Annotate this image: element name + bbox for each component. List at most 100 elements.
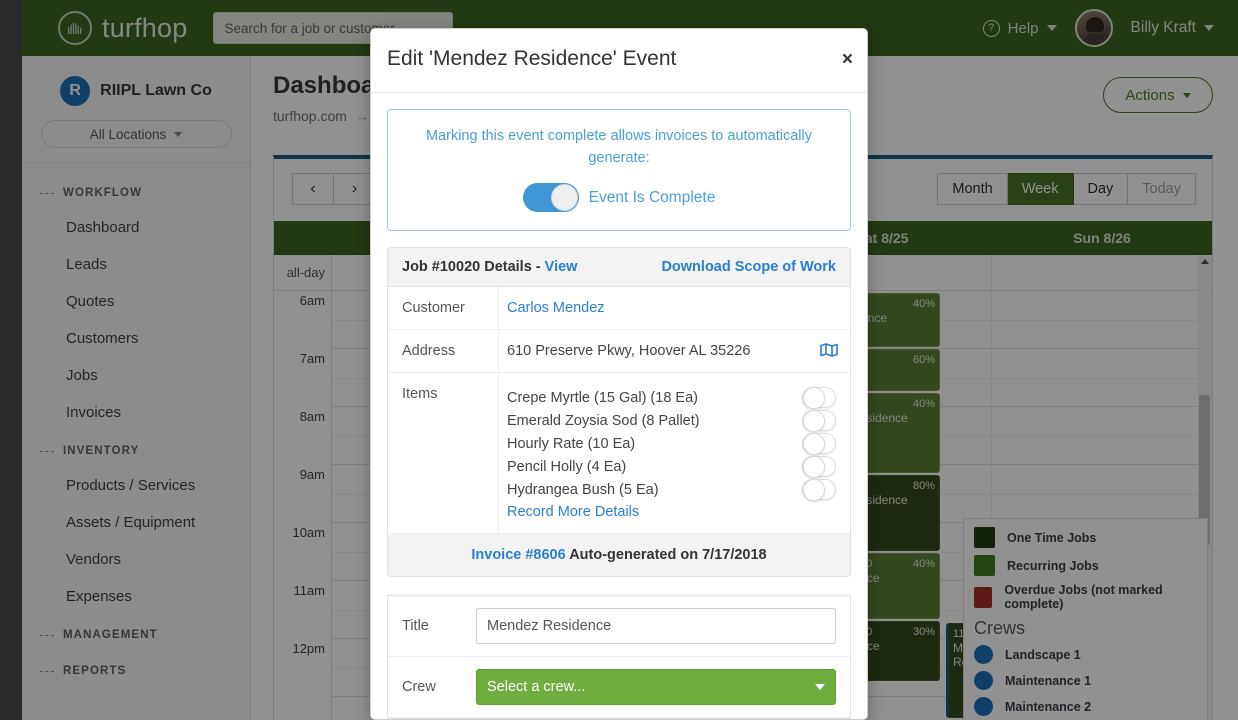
sidebar-item-quotes[interactable]: Quotes bbox=[66, 293, 115, 310]
item-name: Hydrangea Bush (5 Ea) bbox=[507, 481, 659, 498]
edit-event-modal: Edit 'Mendez Residence' Event × Marking … bbox=[370, 28, 868, 720]
location-selector-label: All Locations bbox=[89, 126, 167, 142]
calendar-toolbar: ‹ › Month Week Day Today bbox=[274, 159, 1212, 221]
invoice-footer: Invoice #8606 Auto-generated on 7/17/201… bbox=[388, 534, 850, 576]
crew-select[interactable]: Select a crew... bbox=[476, 669, 836, 705]
search-placeholder-text: Search for a job or customer bbox=[224, 20, 395, 36]
item-row: Pencil Holly (4 Ea) bbox=[507, 455, 838, 478]
map-icon[interactable] bbox=[820, 343, 838, 361]
legend-crew-maintenance-2[interactable]: Maintenance 2 bbox=[974, 697, 1197, 716]
crew-select-value: Select a crew... bbox=[487, 679, 586, 695]
sidebar-group-inventory[interactable]: INVENTORY bbox=[22, 431, 250, 467]
address-label: Address bbox=[402, 343, 456, 359]
brand-logo[interactable]: turfhop bbox=[22, 11, 187, 45]
calendar-view-today[interactable]: Today bbox=[1128, 173, 1196, 205]
job-details-header: Job #10020 Details - View Download Scope… bbox=[388, 248, 850, 287]
calendar-allday-cell[interactable] bbox=[772, 255, 992, 290]
question-circle-icon: ? bbox=[982, 19, 1000, 37]
item-complete-toggle[interactable] bbox=[802, 410, 836, 432]
items-row: Items Crepe Myrtle (15 Gal) (18 Ea) Emer… bbox=[388, 373, 850, 534]
event-complete-toggle[interactable] bbox=[522, 183, 579, 212]
modal-body: Marking this event complete allows invoi… bbox=[371, 93, 867, 719]
item-name: Pencil Holly (4 Ea) bbox=[507, 458, 627, 475]
item-name: Crepe Myrtle (15 Gal) (18 Ea) bbox=[507, 389, 698, 406]
sidebar-item-products-services[interactable]: Products / Services bbox=[66, 477, 196, 494]
legend-crews-heading: Crews bbox=[974, 618, 1026, 638]
scrollbar-thumb[interactable] bbox=[1199, 395, 1210, 545]
help-menu[interactable]: ? Help bbox=[982, 19, 1057, 37]
sidebar-item-expenses[interactable]: Expenses bbox=[66, 588, 132, 605]
calendar-time-label: 9am bbox=[274, 465, 332, 523]
avatar[interactable] bbox=[1074, 9, 1113, 47]
title-field-wrap bbox=[476, 596, 850, 656]
event-weather: 40% bbox=[912, 298, 935, 310]
sidebar-group-management[interactable]: MANAGEMENT bbox=[22, 615, 250, 651]
left-rail-top bbox=[0, 0, 22, 56]
top-right-cluster: ? Help Billy Kraft bbox=[982, 9, 1238, 47]
item-complete-toggle[interactable] bbox=[802, 456, 836, 478]
calendar-slot[interactable] bbox=[992, 291, 1212, 349]
sidebar-group-workflow[interactable]: WORKFLOW bbox=[22, 173, 250, 209]
sidebar-group-reports[interactable]: REPORTS bbox=[22, 651, 250, 687]
legend-label: Maintenance 1 bbox=[1005, 673, 1092, 688]
calendar-view-month[interactable]: Month bbox=[937, 173, 1008, 205]
close-icon[interactable]: × bbox=[841, 49, 853, 70]
item-complete-toggle[interactable] bbox=[802, 387, 836, 409]
calendar-allday-label: all-day bbox=[274, 255, 332, 290]
crew-field-wrap: Select a crew... bbox=[476, 657, 850, 717]
scroll-up-arrow-icon[interactable] bbox=[1201, 259, 1209, 264]
sidebar-item-invoices[interactable]: Invoices bbox=[66, 404, 122, 421]
address-value-cell: 610 Preserve Pkwy, Hoover AL 35226 bbox=[498, 330, 850, 372]
location-selector[interactable]: All Locations bbox=[40, 120, 232, 148]
legend-crew-maintenance-1[interactable]: Maintenance 1 bbox=[974, 671, 1197, 690]
crew-field-row: Crew Select a crew... bbox=[388, 657, 850, 718]
crew-color-dot bbox=[974, 645, 993, 664]
invoice-link[interactable]: Invoice #8606 bbox=[471, 547, 566, 563]
sidebar-item-vendors[interactable]: Vendors bbox=[66, 551, 122, 568]
calendar-slot[interactable] bbox=[992, 697, 1212, 720]
actions-button-label: Actions bbox=[1125, 86, 1175, 104]
sidebar-item-assets-equipment[interactable]: Assets / Equipment bbox=[66, 514, 196, 531]
item-complete-toggle[interactable] bbox=[802, 479, 836, 501]
calendar-slot[interactable] bbox=[992, 349, 1212, 407]
invoice-generated-text: Auto-generated on 7/17/2018 bbox=[569, 547, 767, 563]
customer-link[interactable]: Carlos Mendez bbox=[507, 300, 605, 316]
actions-button[interactable]: Actions bbox=[1103, 77, 1213, 113]
calendar-view-week[interactable]: Week bbox=[1007, 173, 1074, 205]
brand-name: turfhop bbox=[102, 12, 188, 43]
sidebar: R RIIPL Lawn Co All Locations WORKFLOW D… bbox=[22, 56, 251, 720]
user-menu[interactable]: Billy Kraft bbox=[1131, 19, 1214, 37]
customer-label: Customer bbox=[402, 300, 465, 316]
legend-swatch bbox=[974, 555, 995, 576]
toggle-knob bbox=[550, 184, 578, 211]
calendar-view-day[interactable]: Day bbox=[1073, 173, 1129, 205]
crew-color-dot bbox=[974, 697, 993, 716]
sidebar-item-jobs[interactable]: Jobs bbox=[66, 367, 98, 384]
sidebar-item-customers[interactable]: Customers bbox=[66, 330, 139, 347]
item-row: Crepe Myrtle (15 Gal) (18 Ea) bbox=[507, 386, 838, 409]
download-scope-link[interactable]: Download Scope of Work bbox=[661, 259, 836, 275]
sidebar-item-dashboard[interactable]: Dashboard bbox=[66, 219, 140, 236]
title-input[interactable] bbox=[476, 608, 836, 644]
crew-field-label: Crew bbox=[402, 679, 436, 695]
item-complete-toggle[interactable] bbox=[802, 433, 836, 455]
record-more-details-link[interactable]: Record More Details bbox=[507, 504, 640, 520]
job-view-link[interactable]: View bbox=[544, 259, 578, 275]
legend-label: Maintenance 2 bbox=[1005, 699, 1092, 714]
title-field-row: Title bbox=[388, 596, 850, 657]
legend-crew-landscape-1[interactable]: Landscape 1 bbox=[974, 645, 1197, 664]
sidebar-item-leads[interactable]: Leads bbox=[66, 256, 107, 273]
calendar-allday-cell[interactable] bbox=[992, 255, 1212, 290]
calendar-next-button[interactable]: › bbox=[334, 173, 376, 205]
user-name: Billy Kraft bbox=[1130, 19, 1196, 36]
help-label: Help bbox=[1007, 19, 1039, 37]
modal-header: Edit 'Mendez Residence' Event × bbox=[371, 29, 867, 93]
calendar-slot[interactable] bbox=[992, 407, 1212, 465]
calendar-nav-buttons: ‹ › bbox=[292, 173, 376, 205]
breadcrumb-root[interactable]: turfhop.com bbox=[273, 108, 347, 124]
caret-down-icon bbox=[815, 684, 825, 690]
item-name: Emerald Zoysia Sod (8 Pallet) bbox=[507, 412, 700, 429]
calendar-prev-button[interactable]: ‹ bbox=[292, 173, 334, 205]
alert-text: Marking this event complete allows invoi… bbox=[425, 128, 813, 166]
